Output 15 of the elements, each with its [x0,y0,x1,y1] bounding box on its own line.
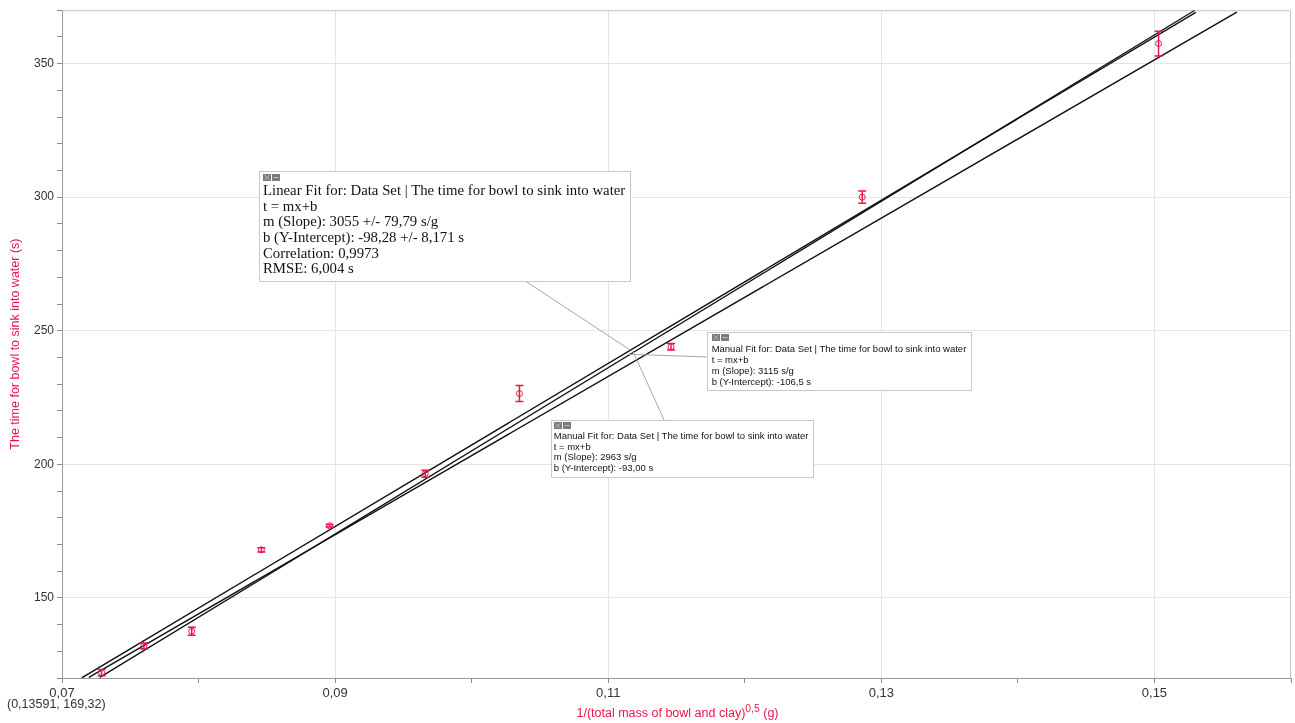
x-axis-title: 1/(total mass of bowl and clay)$^{0,5}$ (g) [576,703,779,721]
text: (0,13591, 169,32) [7,697,106,711]
y-tick-label: 150 [33,590,55,605]
y-tick-label: 300 [33,189,55,204]
y-tick-label: 350 [33,55,55,70]
y-tick-label: 200 [33,456,55,471]
annotation: Manual Fit for: Data Set | The time for bowl to sink into water t = mx+b m (Slope): 3115 s/g b (Y-Intercept): -106,5 s [706,332,973,392]
annotation: Manual Fit for: Data Set | The time for bowl to sink into water t = mx+b m (Slope): 2963 s/g b (Y-Intercept): -93,00 s [550,419,815,478]
annotation: Linear Fit for: Data Set | The time for bowl to sink into water t = mx+b m (Slope): 3055 +/- 79,79 s/g b (Y-Intercept): -98,28 +/- 8,171 s Correlation: 0,9973 RMSE: 6,004 s [258,170,632,283]
x-tick-label: 0,09 [322,685,348,701]
y-tick-label: 250 [33,323,55,338]
x-tick-label: 0,13 [868,685,894,701]
y-axis-title: The time for bowl to sink into water (s) [7,238,22,450]
x-tick-label: 0,11 [596,685,621,701]
x-tick-label: 0,15 [1141,685,1168,701]
